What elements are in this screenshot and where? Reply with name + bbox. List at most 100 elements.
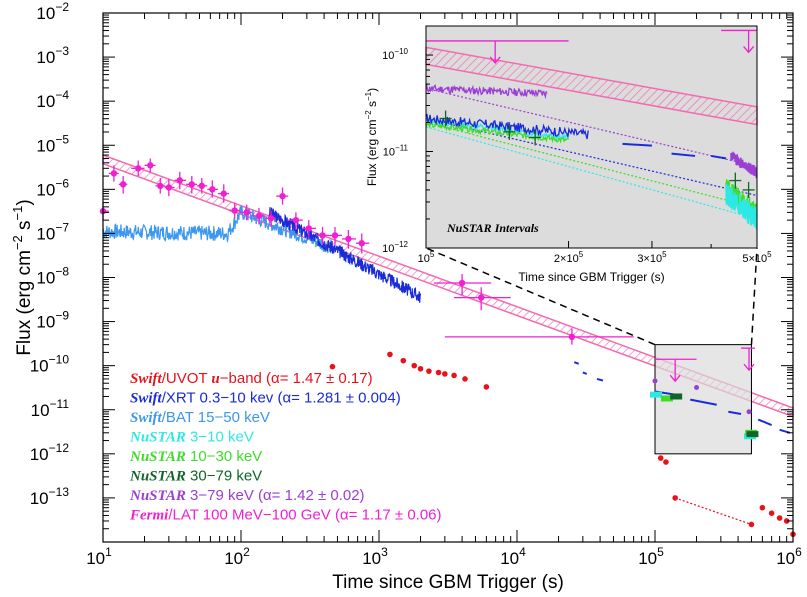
nustar-cluster [670, 393, 683, 400]
inset-fermi-ul-arrow [489, 56, 501, 64]
fermi-point [292, 216, 300, 224]
inset-dotted-line [425, 121, 758, 209]
uvot-dotted-line [674, 497, 752, 526]
inset-x-tick-label: 3×105 [637, 250, 667, 265]
fermi-point [176, 177, 183, 184]
fermi-point [209, 186, 216, 193]
x-tick-label: 106 [776, 545, 802, 568]
nustar-cluster [650, 391, 662, 398]
inset-xrt-segment [671, 152, 696, 157]
legend-entry: NuSTAR 3−10 keV [129, 429, 254, 446]
inset-nustar-1030 [425, 120, 570, 144]
xrt-late-segment [573, 361, 580, 365]
legend-entry: NuSTAR 3−79 keV (α= 1.42 ± 0.02) [129, 487, 365, 504]
fermi-point [135, 165, 142, 172]
x-tick-label: 104 [500, 545, 526, 568]
x-tick-label: 103 [362, 545, 388, 568]
inset-fermi-ul-arrow [743, 45, 755, 54]
y-tick-label: 10−2 [36, 0, 69, 23]
y-tick-label: 10−10 [30, 353, 70, 376]
y-tick-label: 10−13 [30, 485, 70, 508]
zoom-line-left [425, 247, 656, 346]
uvot-point [442, 371, 448, 377]
y-tick-label: 10−5 [36, 132, 69, 155]
inset-y-tick-label: 10−10 [382, 47, 408, 62]
nustar-379-point [652, 378, 658, 384]
uvot-point [483, 384, 490, 390]
inset-x-tick-label: 2×105 [554, 250, 584, 265]
legend-entry: Fermi/LAT 100 MeV−100 GeV (α= 1.17 ± 0.0… [129, 507, 442, 524]
fermi-point [243, 209, 250, 216]
xrt-late-segment [596, 377, 604, 382]
fermi-point [458, 279, 466, 287]
uvot-point [783, 518, 790, 524]
inset-xrt-segment [710, 154, 727, 160]
nustar-379-point [746, 409, 752, 415]
fermi-point [220, 190, 227, 197]
inset-dotted-line [425, 87, 758, 168]
y-tick-label: 10−3 [36, 44, 69, 67]
uvot-point [657, 455, 664, 461]
fermi-point [188, 181, 195, 188]
inset-nustar-379-late [730, 151, 758, 179]
uvot-point [462, 376, 468, 382]
legend-entry: Swift/XRT 0.3−10 kev (α= 1.281 ± 0.004) [130, 390, 401, 407]
y-tick-label: 10−8 [36, 265, 69, 288]
uvot-point [672, 495, 678, 501]
inset-dotted-line [425, 126, 758, 220]
uvot-point [329, 363, 336, 370]
inset-x-axis-title: Time since GBM Trigger (s) [518, 270, 664, 284]
inset-xrt [425, 113, 589, 140]
fermi-point [305, 225, 313, 232]
y-tick-label: 10−4 [36, 88, 69, 111]
x-tick-label: 102 [224, 545, 250, 568]
inset-nustar-379 [425, 83, 548, 100]
x-tick-label: 105 [638, 545, 664, 568]
xrt-late-segment [728, 410, 742, 416]
uvot-point [663, 459, 669, 465]
fermi-point [267, 215, 275, 222]
fermi-point [110, 170, 118, 177]
y-tick-label: 10−7 [36, 220, 69, 243]
inset-y-tick-label: 10−12 [382, 240, 408, 255]
legend-entry: Swift/BAT 15−50 keV [130, 409, 270, 426]
y-tick-label: 10−6 [36, 176, 69, 199]
uvot-point [451, 372, 457, 379]
xrt-late-segment [757, 418, 773, 426]
xrt-late-segment [690, 398, 717, 406]
inset-x-tick-label: 105 [418, 250, 435, 265]
uvot-point [435, 369, 442, 376]
legend-entry: Swift/UVOT u−band (α= 1.47 ± 0.17) [130, 370, 373, 387]
legend-entry: NuSTAR 10−30 keV [129, 448, 262, 465]
fermi-point [198, 182, 206, 190]
nustar-379-point [694, 384, 700, 390]
fermi-point [331, 232, 339, 239]
fermi-point [147, 162, 154, 169]
uvot-point [417, 365, 424, 372]
x-tick-label: 101 [86, 545, 112, 568]
bat-curve [102, 205, 332, 254]
x-axis-title: Time since GBM Trigger (s) [332, 572, 564, 593]
inset-xrt-segment [622, 142, 653, 147]
uvot-point [411, 362, 418, 369]
xrt-late-segment [582, 371, 588, 375]
uvot-point [768, 510, 775, 517]
uvot-point [426, 368, 432, 374]
inset-nustar-310-late [725, 183, 758, 230]
uvot-point [400, 357, 407, 364]
fermi-ul-arrow [743, 363, 755, 372]
fermi-point [157, 182, 164, 190]
fermi-point [119, 181, 127, 188]
y-tick-label: 10−11 [31, 397, 70, 420]
legend-entry: NuSTAR 30−79 keV [129, 468, 262, 485]
zoom-line-right [750, 247, 758, 345]
xrt-curve [268, 207, 422, 303]
inset-frame [425, 25, 758, 249]
fermi-point [477, 294, 485, 301]
nustar-cluster [660, 395, 673, 402]
inset-annotation: NuSTAR Intervals [446, 221, 539, 235]
fermi-point [358, 239, 365, 247]
uvot-point [776, 515, 783, 521]
fermi-point [568, 333, 576, 341]
